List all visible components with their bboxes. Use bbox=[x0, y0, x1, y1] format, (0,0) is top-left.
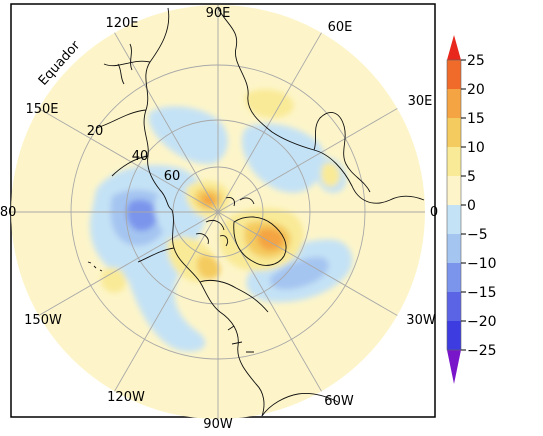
positive-anomaly-europe bbox=[321, 162, 340, 187]
colorbar-band-20-25 bbox=[447, 60, 461, 89]
colorbar-label-0: 0 bbox=[467, 198, 476, 214]
colorbar-label-10: 10 bbox=[467, 140, 485, 156]
negative-anomaly-atlantic-core bbox=[269, 256, 329, 290]
colorbar-top-triangle bbox=[447, 35, 461, 60]
colorbar-band-m20-m15 bbox=[447, 292, 461, 321]
colorbar-label-20: 20 bbox=[467, 82, 485, 98]
colorbar-band-0-5 bbox=[447, 176, 461, 205]
lon-label-60w: 60W bbox=[324, 394, 354, 409]
lat-label-60: 60 bbox=[164, 169, 181, 184]
colorbar-band-m5-0 bbox=[447, 205, 461, 234]
positive-anomaly-north-america-mid bbox=[197, 255, 221, 280]
lon-label-60e: 60E bbox=[328, 20, 353, 35]
colorbar-ticks bbox=[461, 59, 466, 351]
colorbar-label-m15: −15 bbox=[467, 285, 497, 301]
lon-label-120e: 120E bbox=[105, 16, 138, 31]
lon-label-30e: 30E bbox=[408, 94, 433, 109]
positive-anomaly-east-pacific bbox=[101, 267, 126, 293]
lon-label-120w: 120W bbox=[107, 390, 145, 405]
lon-label-180: 180 bbox=[0, 205, 16, 220]
lon-label-0: 0 bbox=[430, 205, 438, 220]
coast-japan bbox=[117, 43, 133, 85]
colorbar-band-m25-m20 bbox=[447, 321, 461, 350]
colorbar-label-25: 25 bbox=[467, 53, 485, 69]
anomaly-field bbox=[89, 89, 353, 352]
coast-arctic-islands bbox=[195, 197, 255, 247]
coast-caribbean bbox=[227, 325, 254, 353]
colorbar-band-10-15 bbox=[447, 118, 461, 147]
colorbar-label-5: 5 bbox=[467, 169, 476, 185]
colorbar: 25 20 15 10 5 0 −5 −10 −15 −20 −25 bbox=[446, 35, 497, 384]
coast-europe bbox=[313, 112, 371, 193]
negative-anomaly-arctic bbox=[241, 123, 325, 193]
lon-label-150w: 150W bbox=[24, 313, 62, 328]
lon-label-30w: 30W bbox=[406, 313, 436, 328]
positive-anomaly-greenland-core bbox=[257, 228, 285, 251]
colorbar-tick-labels: 25 20 15 10 5 0 −5 −10 −15 −20 −25 bbox=[467, 53, 497, 359]
colorbar-band-5-10 bbox=[447, 147, 461, 176]
coast-asia bbox=[95, 7, 425, 211]
coast-north-america bbox=[137, 209, 269, 417]
negative-anomaly-pacific-inner bbox=[126, 199, 158, 232]
coast-central-america bbox=[261, 393, 339, 417]
longitude-labels: 90E 60E 30E 0 30W 60W 90W 120W 150W 180 … bbox=[0, 6, 438, 432]
coast-greenland bbox=[233, 216, 287, 266]
colorbar-label-m20: −20 bbox=[467, 314, 497, 330]
latitude-labels: 20 40 60 bbox=[87, 124, 181, 184]
colorbar-bottom-triangle bbox=[447, 350, 461, 384]
coastlines bbox=[87, 7, 425, 417]
colorbar-band-m10-m5 bbox=[447, 234, 461, 263]
coast-hawaii bbox=[87, 261, 103, 272]
colorbar-label-15: 15 bbox=[467, 111, 485, 127]
lon-label-90w: 90W bbox=[203, 417, 233, 432]
colorbar-label-m5: −5 bbox=[467, 227, 488, 243]
colorbar-band-15-20 bbox=[447, 89, 461, 118]
lon-label-150e: 150E bbox=[25, 102, 58, 117]
meridian-150e-30w bbox=[38, 108, 398, 316]
colorbar-band-m15-m10 bbox=[447, 263, 461, 292]
lat-label-40: 40 bbox=[132, 149, 149, 164]
meridian-grid bbox=[11, 5, 425, 419]
colorbar-label-m25: −25 bbox=[467, 343, 497, 359]
lon-label-90e: 90E bbox=[206, 6, 231, 21]
positive-anomaly-asia bbox=[245, 89, 294, 118]
colorbar-label-m10: −10 bbox=[467, 256, 497, 272]
lat-label-20: 20 bbox=[87, 124, 104, 139]
negative-anomaly-east-pacific bbox=[136, 258, 200, 349]
